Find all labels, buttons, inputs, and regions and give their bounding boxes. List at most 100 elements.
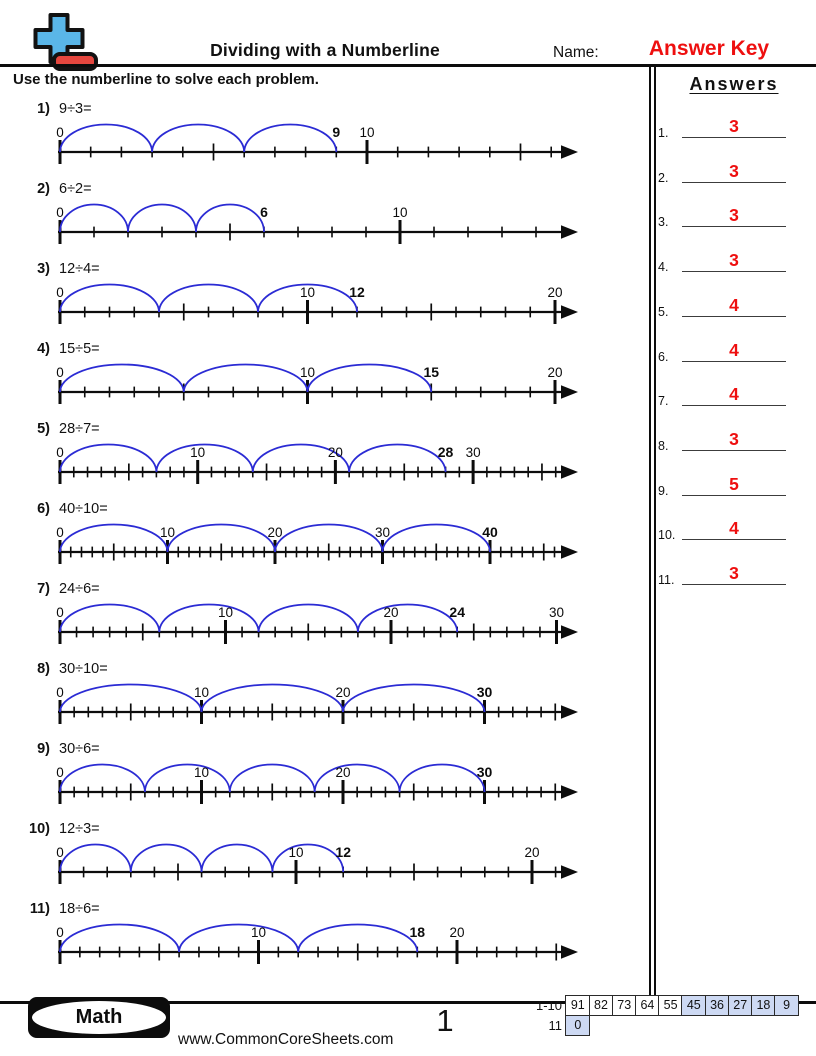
answer-value: 3 bbox=[729, 429, 739, 450]
tick-value-label: 10 bbox=[251, 925, 266, 940]
landing-value-label: 40 bbox=[482, 524, 498, 540]
number-line-svg: 0 10 20 28 30 bbox=[56, 443, 578, 484]
problem-number: 7) bbox=[37, 581, 50, 597]
answers-column-divider bbox=[649, 64, 656, 998]
tick-value-label: 20 bbox=[524, 845, 539, 860]
problem-3: 3) 12÷4= 0 10 12 20 bbox=[0, 260, 650, 340]
tick-value-label: 30 bbox=[375, 525, 390, 540]
landing-value-label: 9 bbox=[332, 124, 340, 140]
tick-value-label: 10 bbox=[218, 605, 233, 620]
tick-value-label: 0 bbox=[56, 205, 64, 220]
landing-value-label: 12 bbox=[349, 284, 365, 300]
tick-value-label: 10 bbox=[190, 445, 205, 460]
landing-value-label: 6 bbox=[260, 204, 268, 220]
subject-badge: Math bbox=[28, 997, 170, 1038]
answer-blank-line bbox=[682, 226, 786, 228]
tick-value-label: 20 bbox=[335, 685, 350, 700]
tick-value-label: 10 bbox=[160, 525, 175, 540]
answer-row-10: 10. 4 bbox=[658, 514, 810, 542]
problem-number: 2) bbox=[37, 181, 50, 197]
tick-value-label: 30 bbox=[549, 605, 564, 620]
tick-value-label: 10 bbox=[288, 845, 303, 860]
equation-text: 9÷3= bbox=[59, 101, 92, 117]
answer-number: 2. bbox=[658, 170, 669, 185]
equation-text: 30÷6= bbox=[59, 741, 100, 757]
number-line-svg: 0 10 20 24 30 bbox=[56, 603, 578, 644]
tick-value-label: 20 bbox=[328, 445, 343, 460]
answer-row-6: 6. 4 bbox=[658, 336, 810, 364]
score-cell: 36 bbox=[704, 995, 730, 1017]
equation-text: 30÷10= bbox=[59, 661, 108, 677]
equation-text: 12÷3= bbox=[59, 821, 100, 837]
answer-blank-line bbox=[682, 450, 786, 452]
answer-number: 9. bbox=[658, 483, 669, 498]
score-row-label: 1-10 bbox=[535, 998, 562, 1013]
footer-rule bbox=[0, 1001, 816, 1005]
landing-value-label: 30 bbox=[477, 684, 493, 700]
score-cell: 73 bbox=[611, 995, 637, 1017]
problem-9: 9) 30÷6= 0 10 20 30 bbox=[0, 740, 650, 820]
answer-value: 4 bbox=[729, 339, 739, 360]
answer-number: 7. bbox=[658, 394, 669, 409]
answer-number: 3. bbox=[658, 215, 669, 230]
problem-equation: 2) 6÷2= bbox=[14, 181, 91, 197]
tick-value-label: 20 bbox=[383, 605, 398, 620]
tick-value-label: 0 bbox=[56, 685, 64, 700]
answer-number: 6. bbox=[658, 349, 669, 364]
answer-value: 5 bbox=[729, 473, 739, 494]
tick-value-label: 20 bbox=[267, 525, 282, 540]
score-row-1: 1-10 91 82 73 64 55 45 36 27 18 9 bbox=[520, 995, 800, 1017]
answer-blank-line bbox=[682, 271, 786, 273]
problem-equation: 10) 12÷3= bbox=[14, 821, 100, 837]
problem-6: 6) 40÷10= 0 10 20 30 40 bbox=[0, 500, 650, 580]
answer-blank-line bbox=[682, 584, 786, 586]
grading-score-table: 1-10 91 82 73 64 55 45 36 27 18 9 11 0 bbox=[520, 995, 800, 1037]
equation-text: 28÷7= bbox=[59, 421, 100, 437]
number-line-svg: 0 10 20 30 40 bbox=[56, 523, 578, 564]
problem-equation: 1) 9÷3= bbox=[14, 101, 92, 117]
score-cell: 0 bbox=[565, 1014, 591, 1037]
tick-value-label: 10 bbox=[359, 125, 374, 140]
score-cell: 27 bbox=[727, 995, 753, 1017]
number-line-svg: 0 10 20 30 bbox=[56, 683, 578, 724]
answer-value: 3 bbox=[729, 250, 739, 271]
problem-equation: 9) 30÷6= bbox=[14, 741, 100, 757]
tick-value-label: 0 bbox=[56, 445, 64, 460]
answer-value: 3 bbox=[729, 116, 739, 136]
answer-row-4: 4. 3 bbox=[658, 246, 810, 274]
answer-value: 3 bbox=[729, 563, 739, 584]
tick-value-label: 20 bbox=[449, 925, 464, 940]
landing-value-label: 15 bbox=[423, 364, 439, 380]
answer-row-2: 2. 3 bbox=[658, 157, 810, 185]
tick-value-label: 0 bbox=[56, 365, 64, 380]
equation-text: 40÷10= bbox=[59, 501, 108, 517]
score-cell: 18 bbox=[751, 995, 776, 1017]
tick-value-label: 20 bbox=[335, 765, 350, 780]
problem-number: 11) bbox=[29, 901, 50, 917]
answers-heading: Answers bbox=[689, 74, 779, 94]
answer-blank-line bbox=[682, 181, 786, 183]
tick-value-label: 10 bbox=[300, 285, 315, 300]
subject-badge-oval: Math bbox=[32, 1001, 166, 1034]
answer-blank-line bbox=[682, 137, 786, 138]
answers-panel: Answers 1. 3 2. 3 3. 3 4. 3 5. 4 6. 4 7. 4 8. 3 9. 5 10. 4 1… bbox=[658, 68, 810, 998]
equation-text: 15÷5= bbox=[59, 341, 100, 357]
landing-value-label: 30 bbox=[477, 764, 493, 780]
problem-1: 1) 9÷3= 0 9 10 bbox=[0, 100, 650, 180]
problem-number: 3) bbox=[37, 261, 50, 277]
problem-equation: 8) 30÷10= bbox=[14, 661, 108, 677]
answer-value: 4 bbox=[729, 384, 739, 405]
landing-value-label: 12 bbox=[335, 844, 351, 860]
score-cell: 91 bbox=[565, 995, 591, 1017]
answer-blank-line bbox=[682, 360, 786, 362]
problem-11: 11) 18÷6= 0 10 18 20 bbox=[0, 900, 650, 980]
problem-number: 8) bbox=[37, 661, 50, 677]
page-number: 1 bbox=[436, 1003, 454, 1038]
equation-text: 24÷6= bbox=[59, 581, 100, 597]
score-cell: 82 bbox=[588, 995, 614, 1017]
equation-text: 18÷6= bbox=[59, 901, 100, 917]
answer-row-5: 5. 4 bbox=[658, 291, 810, 319]
answer-value: 4 bbox=[729, 518, 739, 539]
answer-number: 11. bbox=[658, 573, 675, 588]
answer-row-7: 7. 4 bbox=[658, 380, 810, 409]
